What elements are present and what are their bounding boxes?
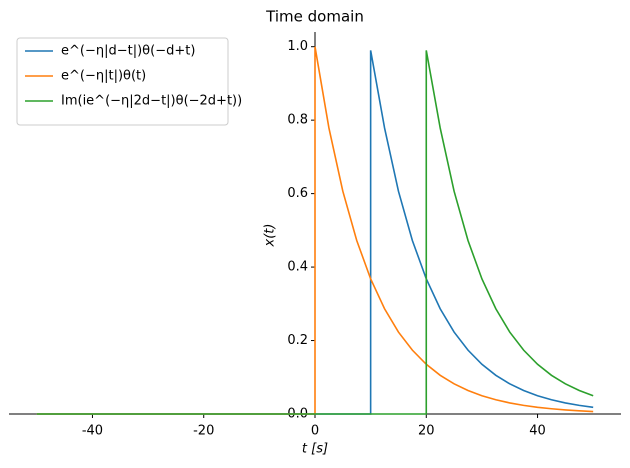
y-tick-label: 0.2 bbox=[287, 333, 308, 348]
y-tick-label: 0.4 bbox=[287, 260, 308, 275]
x-tick-label: 0 bbox=[311, 424, 319, 439]
y-tick-label: 0.6 bbox=[287, 186, 308, 201]
series-line bbox=[36, 50, 594, 415]
y-tick-label: 0.8 bbox=[287, 113, 308, 128]
x-axis-label: t [s] bbox=[302, 442, 328, 457]
series-line bbox=[36, 46, 594, 415]
legend-label: e^(−η|t|)θ(t) bbox=[61, 69, 146, 84]
x-tick-label: 40 bbox=[529, 424, 546, 439]
legend-box bbox=[16, 37, 229, 126]
legend-label: e^(−η|d−t|)θ(−d+t) bbox=[61, 44, 195, 59]
chart-title: Time domain bbox=[265, 8, 364, 26]
y-tick-label: 1.0 bbox=[287, 39, 308, 54]
x-tick-label: -20 bbox=[193, 424, 214, 439]
legend-label: Im(ie^(−η|2d−t|)θ(−2d+t)) bbox=[61, 94, 242, 109]
x-tick-label: -40 bbox=[82, 424, 103, 439]
x-tick-label: 20 bbox=[418, 424, 435, 439]
series-line bbox=[36, 50, 594, 415]
y-axis-label: x(t) bbox=[263, 224, 278, 248]
